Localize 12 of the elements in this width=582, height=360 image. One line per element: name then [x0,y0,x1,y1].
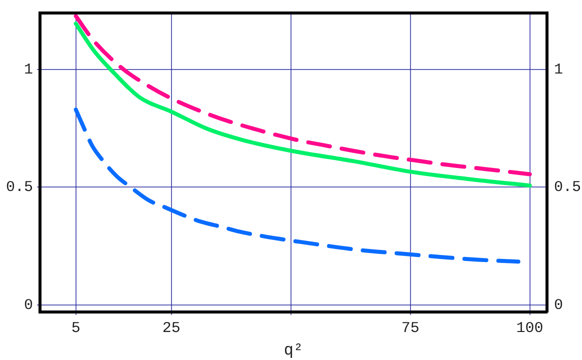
x-axis-title: q² [284,342,304,360]
x-tick-label: 5 [71,320,80,337]
y2-tick-label: 0.5 [554,179,582,196]
x-tick-label: 75 [401,320,420,337]
y2-tick-label: 1 [554,61,564,78]
y2-tick-label: 0 [554,296,564,314]
y-tick-label: 1 [24,61,33,78]
y-tick-label: 0.5 [6,179,33,196]
x-tick-label: 25 [162,320,180,337]
x-tick-label: 100 [516,320,544,337]
line-series [74,108,520,264]
y-tick-label: 0 [24,296,33,314]
